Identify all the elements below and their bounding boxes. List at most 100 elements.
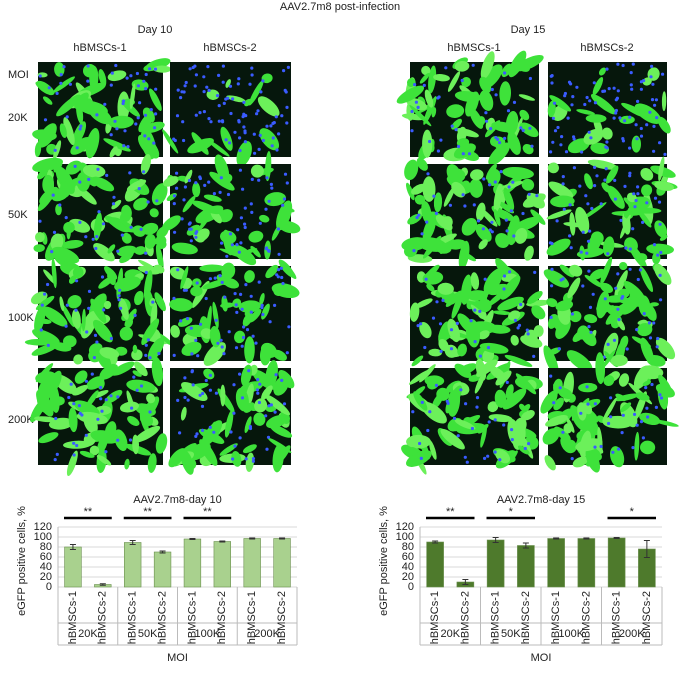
nucleus: [122, 144, 126, 148]
cell: [465, 318, 481, 348]
nucleus: [604, 145, 608, 149]
cell: [428, 348, 442, 357]
nucleus: [95, 340, 99, 344]
nucleus: [599, 444, 603, 449]
bar: [426, 541, 444, 588]
nucleus: [235, 310, 239, 314]
cell: [143, 270, 153, 301]
group-label: 50K: [501, 628, 521, 640]
nucleus: [568, 234, 572, 238]
nucleus: [473, 308, 477, 312]
cell: [522, 404, 531, 413]
nucleus: [237, 250, 241, 254]
error-bar: [522, 542, 529, 549]
cell: [426, 283, 435, 292]
nucleus: [69, 382, 73, 386]
nucleus: [265, 447, 269, 451]
nucleus: [502, 274, 507, 278]
cell: [500, 275, 521, 300]
nucleus: [253, 151, 257, 155]
nucleus: [258, 133, 262, 137]
nucleus: [104, 450, 108, 454]
cell: [620, 402, 632, 413]
y-tick-label: 60: [40, 551, 52, 563]
nucleus: [130, 406, 134, 410]
micrograph: [162, 151, 301, 266]
cell: [111, 199, 122, 210]
cell: [74, 370, 88, 384]
cell: [507, 418, 521, 446]
nucleus: [639, 420, 644, 424]
bar: [577, 538, 596, 588]
nucleus: [628, 146, 632, 150]
nucleus: [416, 324, 420, 328]
nucleus: [77, 404, 81, 408]
cell: [502, 166, 534, 180]
nucleus: [498, 458, 502, 462]
nucleus: [589, 136, 593, 140]
cell: [141, 222, 159, 235]
bar: [547, 538, 565, 588]
cell: [488, 142, 511, 166]
nucleus: [99, 397, 103, 401]
micrograph: [409, 258, 550, 367]
cell: [153, 65, 172, 73]
nucleus: [512, 100, 517, 104]
cell: [451, 292, 464, 319]
cell: [61, 240, 84, 249]
nucleus: [478, 354, 482, 358]
nucleus: [505, 380, 509, 384]
nucleus: [59, 73, 63, 77]
error-bar: [129, 540, 136, 545]
nucleus: [212, 430, 216, 434]
nucleus: [274, 373, 278, 377]
nucleus: [133, 313, 137, 317]
cell: [162, 129, 179, 154]
nucleus: [153, 67, 158, 71]
cell: [634, 103, 662, 124]
nucleus: [249, 310, 253, 314]
cell: [90, 430, 120, 444]
nucleus: [180, 90, 184, 94]
nucleus: [261, 312, 265, 317]
cell: [35, 82, 44, 90]
nucleus: [588, 99, 592, 103]
cell: [508, 310, 521, 321]
nucleus: [595, 174, 599, 178]
nucleus: [633, 205, 637, 209]
cell: [89, 445, 100, 456]
nucleus: [148, 410, 152, 414]
y-tick-label: 60: [402, 551, 414, 563]
nucleus: [154, 87, 158, 91]
cell: [628, 242, 648, 270]
nucleus: [629, 83, 633, 87]
cell: [487, 168, 501, 186]
nucleus: [214, 318, 218, 322]
nucleus: [90, 372, 94, 376]
nucleus: [493, 450, 497, 454]
nucleus: [120, 233, 124, 237]
nucleus: [550, 267, 554, 271]
nucleus: [644, 386, 648, 390]
nucleus: [652, 149, 656, 153]
nucleus: [611, 450, 615, 454]
cell: [637, 209, 652, 228]
cell: [76, 411, 108, 425]
significance-label: *: [509, 506, 514, 518]
y-tick-label: 100: [396, 531, 414, 543]
nucleus: [221, 80, 225, 84]
cell: [190, 286, 203, 297]
nucleus: [84, 235, 88, 239]
cell: [600, 256, 613, 285]
nucleus: [602, 89, 607, 93]
nucleus: [285, 121, 289, 125]
group-label: 100K: [195, 628, 221, 640]
nucleus: [653, 196, 658, 200]
nucleus: [634, 198, 638, 203]
nucleus: [432, 194, 436, 198]
cell: [34, 232, 45, 243]
nucleus: [475, 405, 479, 409]
nucleus: [498, 141, 502, 145]
nucleus: [46, 282, 50, 287]
nucleus: [266, 248, 270, 253]
